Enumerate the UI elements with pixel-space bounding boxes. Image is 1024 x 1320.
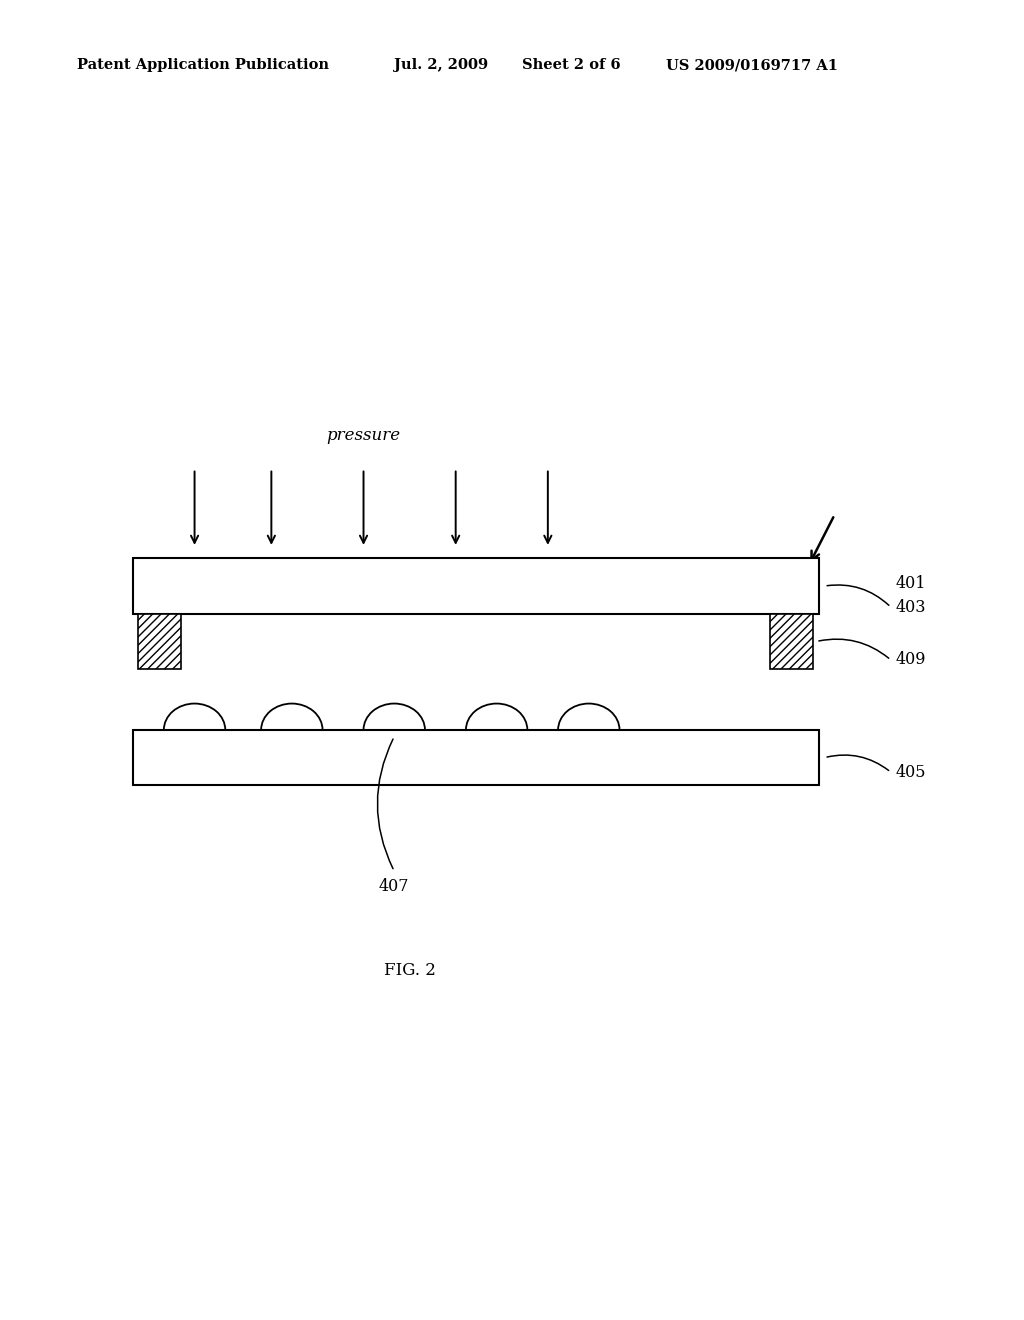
- Bar: [138, 614, 181, 669]
- Text: Jul. 2, 2009: Jul. 2, 2009: [394, 58, 488, 73]
- Bar: [770, 614, 813, 669]
- Text: FIG. 2: FIG. 2: [384, 962, 435, 978]
- Text: US 2009/0169717 A1: US 2009/0169717 A1: [666, 58, 838, 73]
- Text: 405: 405: [896, 764, 927, 780]
- Text: 409: 409: [896, 652, 927, 668]
- Text: Sheet 2 of 6: Sheet 2 of 6: [522, 58, 621, 73]
- Text: 407: 407: [379, 878, 410, 895]
- Text: 403: 403: [896, 599, 927, 615]
- Text: pressure: pressure: [327, 428, 400, 444]
- Text: 401: 401: [896, 576, 927, 591]
- Bar: [133, 730, 819, 785]
- Bar: [133, 558, 819, 614]
- Text: Patent Application Publication: Patent Application Publication: [77, 58, 329, 73]
